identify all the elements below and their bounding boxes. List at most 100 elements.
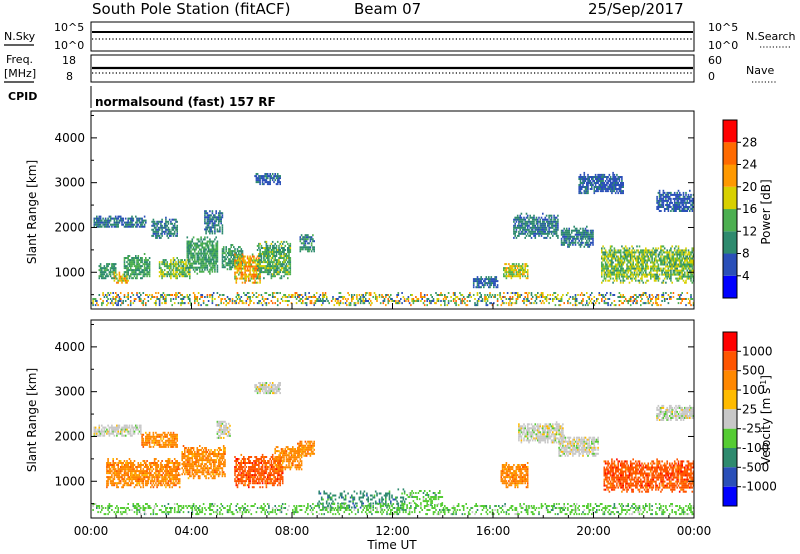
heatmap-cell: [269, 271, 271, 274]
heatmap-cell: [177, 269, 180, 272]
heatmap-cell: [268, 255, 270, 257]
heatmap-cell: [513, 224, 515, 227]
heatmap-cell: [238, 296, 240, 298]
heatmap-cell: [273, 273, 275, 276]
heatmap-cell: [145, 267, 147, 270]
heatmap-cell: [288, 255, 290, 257]
heatmap-cell: [513, 226, 515, 229]
heatmap-cell: [186, 275, 189, 278]
heatmap-cell: [207, 214, 210, 217]
heatmap-cell: [557, 214, 559, 217]
heatmap-cell: [261, 304, 264, 307]
heatmap-cell: [308, 236, 310, 239]
heatmap-cell: [413, 300, 416, 302]
heatmap-cell: [663, 255, 666, 258]
heatmap-cell: [285, 267, 288, 270]
heatmap-cell: [685, 206, 687, 208]
heatmap-cell: [636, 273, 638, 276]
heatmap-cell: [528, 220, 530, 223]
heatmap-cell: [436, 298, 439, 300]
heatmap-cell: [643, 257, 646, 260]
heatmap-cell: [501, 302, 504, 305]
heatmap-cell: [235, 277, 238, 280]
heatmap-cell: [460, 294, 462, 296]
heatmap-cell: [171, 263, 173, 266]
heatmap-cell: [677, 195, 680, 198]
heatmap-cell: [253, 273, 255, 276]
heatmap-cell: [275, 253, 278, 255]
heatmap-cell: [682, 273, 685, 276]
heatmap-cell: [151, 220, 153, 223]
heatmap-cell: [629, 277, 632, 280]
heatmap-cell: [661, 206, 663, 208]
heatmap-cell: [166, 267, 168, 270]
heatmap-cell: [651, 275, 653, 278]
heatmap-cell: [540, 296, 543, 298]
heatmap-cell: [145, 259, 147, 262]
heatmap-cell: [108, 294, 111, 296]
heatmap-cell: [155, 236, 157, 239]
heatmap-cell: [524, 220, 526, 223]
heatmap-cell: [533, 224, 535, 227]
heatmap-cell: [549, 298, 552, 300]
heatmap-cell: [271, 296, 274, 298]
heatmap-cell: [166, 228, 168, 231]
heatmap-cell: [656, 302, 658, 305]
heatmap-cell: [187, 242, 190, 245]
heatmap-cell: [686, 253, 689, 256]
heatmap-cell: [537, 296, 539, 298]
heatmap-cell: [538, 232, 540, 235]
heatmap-cell: [274, 265, 276, 268]
heatmap-cell: [631, 249, 633, 252]
heatmap-cell: [124, 223, 127, 226]
heatmap-cell: [676, 271, 678, 274]
heatmap-cell: [528, 300, 530, 302]
heatmap-cell: [601, 273, 603, 276]
heatmap-cell: [176, 271, 178, 274]
heatmap-cell: [633, 300, 636, 302]
heatmap-cell: [589, 237, 592, 240]
heatmap-cell: [666, 204, 668, 206]
heatmap-cell: [621, 186, 623, 188]
heatmap-cell: [123, 265, 126, 268]
heatmap-cell: [231, 258, 234, 261]
heatmap-cell: [215, 210, 217, 213]
heatmap-cell: [687, 273, 690, 276]
heatmap-cell: [539, 300, 542, 302]
heatmap-cell: [606, 263, 608, 266]
heatmap-cell: [472, 284, 475, 287]
heatmap-cell: [133, 298, 136, 300]
heatmap-cell: [244, 275, 246, 278]
heatmap-cell: [113, 267, 116, 270]
heatmap-cell: [628, 259, 631, 262]
heatmap-cell: [97, 304, 99, 307]
heatmap-cell: [273, 275, 275, 278]
heatmap-cell: [266, 263, 269, 266]
heatmap-cell: [479, 282, 481, 285]
heatmap-cell: [106, 304, 108, 307]
heatmap-cell: [619, 273, 622, 276]
heatmap-cell: [347, 292, 349, 294]
heatmap-cell: [211, 216, 214, 219]
heatmap-cell: [622, 255, 624, 258]
nsearch-label: N.Search: [746, 30, 796, 43]
heatmap-cell: [265, 244, 268, 247]
heatmap-cell: [133, 300, 136, 302]
heatmap-cell: [129, 275, 132, 278]
heatmap-cell: [657, 204, 660, 206]
heatmap-cell: [219, 230, 221, 233]
heatmap-cell: [127, 259, 129, 262]
heatmap-cell: [601, 298, 603, 300]
heatmap-cell: [131, 263, 133, 266]
heatmap-cell: [629, 261, 632, 264]
heatmap-cell: [351, 298, 353, 300]
heatmap-cell: [202, 258, 205, 261]
heatmap-cell: [220, 212, 222, 215]
heatmap-cell: [623, 247, 626, 250]
heatmap-cell: [226, 256, 229, 259]
heatmap-cell: [227, 248, 230, 251]
heatmap-cell: [195, 296, 197, 298]
heatmap-cell: [275, 265, 278, 268]
heatmap-cell: [259, 253, 261, 255]
heatmap-cell: [108, 263, 111, 266]
